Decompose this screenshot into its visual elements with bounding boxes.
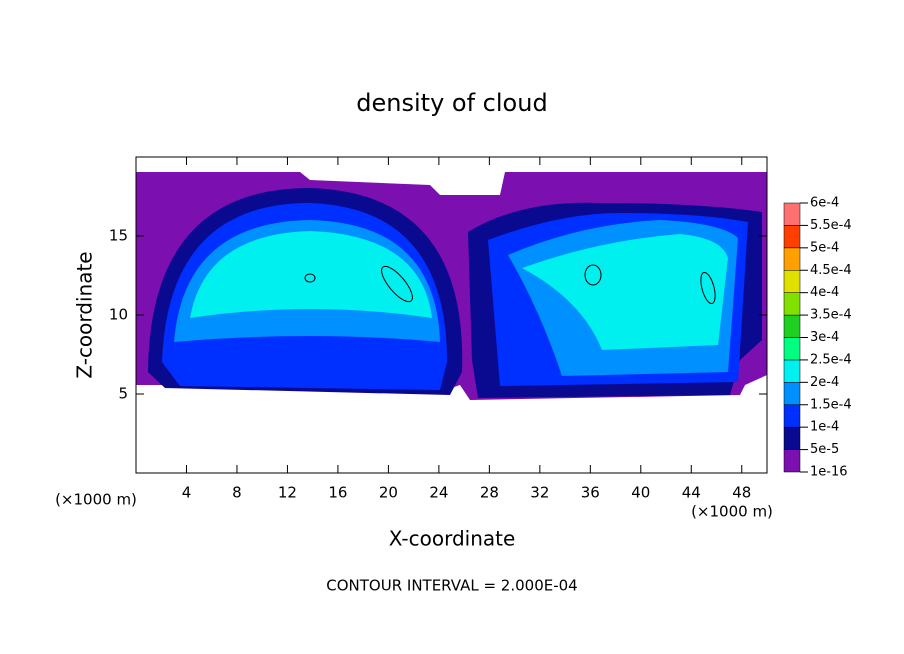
x-unit: (×1000 m) [691,503,773,521]
colorbar-band [783,426,801,450]
colorbar-tick-label: 2e-4 [810,375,839,390]
colorbar-tick-label: 1.5e-4 [810,397,852,412]
colorbar-tick-label: 1e-4 [810,420,839,435]
colorbar-band [783,202,801,226]
x-tick-label: 44 [682,484,701,502]
colorbar-tick-label: 4.5e-4 [810,263,852,278]
colorbar-tick-label: 1e-16 [810,465,848,480]
x-tick-label: 12 [278,484,297,502]
colorbar-tick-label: 6e-4 [810,196,839,211]
x-axis-label: X-coordinate [389,527,516,551]
x-tick-label: 8 [232,484,242,502]
contour-line [304,273,316,283]
x-tick-label: 36 [581,484,600,502]
y-axis-label: Z-coordinate [73,251,97,378]
colorbar-band [783,247,801,271]
colorbar-band [783,292,801,316]
colorbar-tick-label: 3e-4 [810,330,839,345]
contour-line [584,264,602,286]
x-tick-label: 20 [379,484,398,502]
colorbar-tick-label: 5e-4 [810,240,839,255]
chart-title: density of cloud [356,89,547,117]
contour-line [700,271,716,305]
colorbar-band [783,359,801,383]
colorbar-tick-label: 4e-4 [810,285,839,300]
colorbar-tick-label: 5e-5 [810,442,839,457]
contour-line [381,265,413,303]
y-tick-label: 15 [109,227,128,245]
x-tick-label: 28 [480,484,499,502]
colorbar-tick-label: 2.5e-4 [810,352,852,367]
colorbar-tick-label: 5.5e-4 [810,218,852,233]
x-tick-label: 24 [429,484,448,502]
colorbar-band [783,314,801,338]
colorbar-band [783,382,801,406]
colorbar-band [783,404,801,428]
y-unit: (×1000 m) [55,491,137,509]
footer: CONTOUR INTERVAL = 2.000E-04 [326,577,577,595]
colorbar-band [783,270,801,293]
y-tick-label: 5 [118,385,128,403]
x-tick-label: 40 [631,484,650,502]
y-tick-label: 10 [109,306,128,324]
colorbar-tick-label: 3.5e-4 [810,308,852,323]
colorbar-band [783,337,801,361]
x-tick-label: 32 [530,484,549,502]
x-tick-label: 16 [328,484,347,502]
colorbar-band [783,449,801,473]
contour-fill [522,234,728,350]
x-tick-label: 4 [182,484,192,502]
x-tick-label: 48 [732,484,751,502]
colorbar-band [783,225,801,249]
